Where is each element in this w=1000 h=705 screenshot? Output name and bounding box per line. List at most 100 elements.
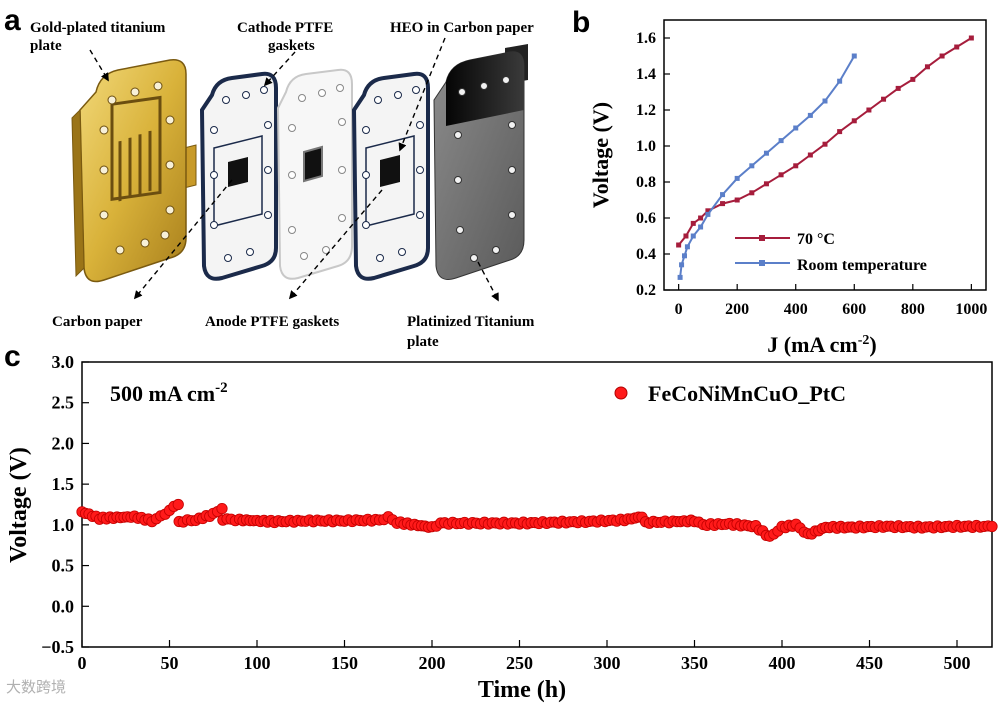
panel-a: a [4,4,535,350]
label-carbon-paper: Carbon paper [52,314,143,330]
c-point [986,520,998,533]
c-x-tick-label: 500 [944,653,971,673]
b-point [881,96,887,102]
b-point [749,190,755,196]
b-point [698,215,704,221]
panel-b-x-label: J (mA cm-2) [767,332,876,357]
b-point [778,172,784,178]
b-point [705,211,711,217]
b-point [793,163,799,169]
panel-b-y-label: Voltage (V) [588,102,613,208]
b-x-tick-label: 0 [675,301,683,318]
panel-a-letter: a [4,4,21,37]
label-anode: Anode PTFE gaskets [205,314,339,330]
b-y-tick-label: 1.0 [636,138,656,155]
panel-b-ticks: 0 200 400 600 800 1000 0.2 0.4 0.6 0.8 1.0 1.2 1.4 1.… [636,30,987,318]
label-cathode-2: gaskets [268,38,315,54]
c-x-tick-label: 200 [419,653,446,673]
c-y-tick-label: 0.0 [52,596,75,616]
b-point [690,220,696,226]
b-point [690,233,696,239]
b-point [676,242,682,248]
b-x-tick-label: 600 [842,301,866,318]
label-platinized-2: plate [407,334,439,350]
panel-c-letter: c [4,340,21,373]
b-point [837,78,843,84]
cathode-gasket-right [351,71,430,281]
panel-b-plot-frame [663,19,987,291]
b-point [924,64,930,70]
label-cathode-1: Cathode PTFE [237,20,333,36]
b-point [807,112,813,118]
c-y-tick-label: 2.5 [52,393,75,413]
panel-c-annotation: 500 mA cm-2 [110,380,228,406]
panel-b-series [676,35,974,280]
c-point [216,502,228,515]
label-heo: HEO in Carbon paper [390,20,534,36]
panel-b-letter: b [572,6,590,39]
b-point [822,141,828,147]
c-x-tick-label: 450 [856,653,883,673]
panel-c-x-label: Time (h) [478,677,566,703]
b-point [910,76,916,82]
b-x-tick-label: 200 [725,301,749,318]
b-point [895,85,901,91]
b-point [837,129,843,135]
c-x-tick-label: 250 [506,653,533,673]
b-point [968,35,974,41]
b-y-tick-label: 1.2 [636,102,656,119]
c-y-tick-label: 2.0 [52,433,75,453]
legend-marker-70c [759,235,765,241]
c-x-tick-label: 0 [78,653,87,673]
legend-label-70c: 70 °C [797,231,835,248]
legend-label-room: Room temperature [797,257,927,274]
panel-b-legend: 70 °C Room temperature [735,231,927,274]
panel-c-legend: FeCoNiMnCuO_PtC [614,381,846,406]
b-point [778,138,784,144]
c-x-tick-label: 350 [681,653,708,673]
c-y-tick-label: 3.0 [52,352,75,372]
watermark: 大数跨境 [6,678,67,696]
c-x-tick-label: 100 [244,653,271,673]
b-point [763,181,769,187]
b-point [683,233,689,239]
label-platinized-1: Platinized Titanium [407,314,535,330]
b-y-tick-label: 0.4 [636,246,656,263]
b-point [734,197,740,203]
b-point [681,253,687,259]
c-y-tick-label: −0.5 [41,637,74,657]
panel-c-series [76,498,998,542]
c-x-tick-label: 50 [161,653,179,673]
b-x-tick-label: 1000 [955,301,987,318]
b-point [705,208,711,214]
b-x-tick-label: 800 [901,301,925,318]
b-point [763,150,769,156]
b-point [734,175,740,181]
b-y-tick-label: 0.6 [636,210,656,227]
platinized-plate-illustration [433,44,528,280]
b-point [954,44,960,50]
panel-b: b 0 200 400 600 800 1000 0.2 0.4 0.6 0.8 1.0 1.2 1.4… [572,6,987,357]
b-point [720,201,726,207]
legend-label-feconimncuo: FeCoNiMnCuO_PtC [648,381,846,406]
c-y-tick-label: 1.0 [52,515,75,535]
b-point [822,98,828,104]
c-point [172,498,184,511]
panel-c-plot-frame [81,361,993,648]
c-x-tick-label: 150 [331,653,358,673]
label-gold-plate-1: Gold-plated titanium [30,20,166,36]
b-point [793,125,799,131]
c-x-tick-label: 300 [594,653,621,673]
b-point [851,118,857,124]
b-point [677,274,683,280]
b-point [720,192,726,198]
b-y-tick-label: 0.8 [636,174,656,191]
b-point [749,163,755,169]
b-point [684,244,690,250]
b-point [807,152,813,158]
b-y-tick-label: 1.4 [636,66,656,83]
leader-lines [89,37,499,302]
b-y-tick-label: 1.6 [636,30,656,47]
legend-marker-feconimncuo [614,386,628,400]
